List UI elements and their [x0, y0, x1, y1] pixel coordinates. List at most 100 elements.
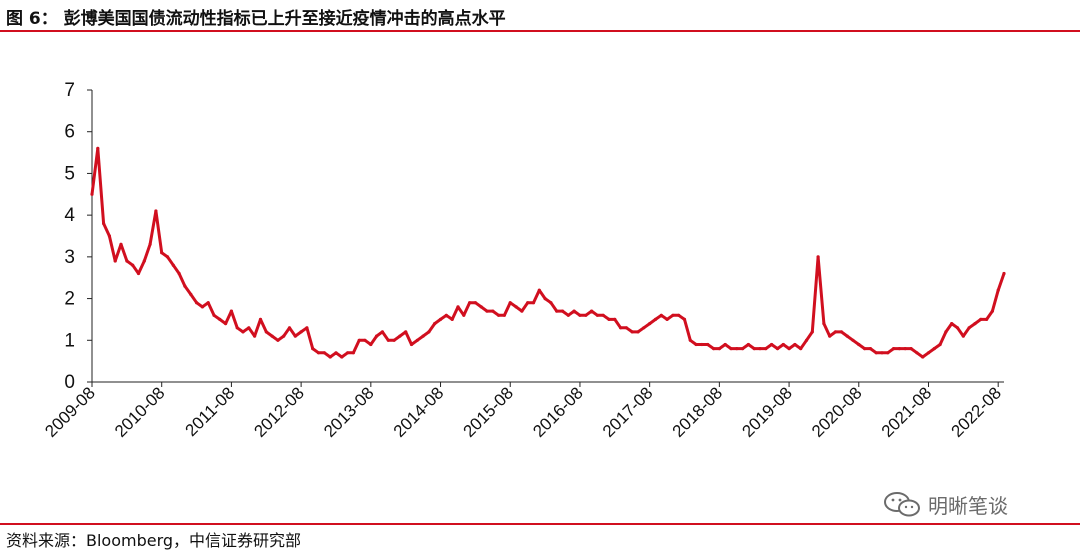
x-tick-label: 2021-08 — [878, 383, 936, 441]
data-point — [287, 326, 292, 330]
data-point — [584, 313, 588, 317]
data-point — [154, 209, 158, 213]
y-tick-label: 7 — [64, 80, 75, 101]
data-point — [171, 263, 175, 267]
data-point — [334, 351, 338, 355]
header-divider — [0, 30, 1080, 32]
data-point — [712, 347, 716, 351]
data-point — [706, 342, 710, 347]
data-point — [729, 347, 733, 351]
data-point — [497, 313, 501, 317]
data-point — [491, 309, 495, 313]
data-point — [369, 342, 373, 347]
data-point — [990, 309, 995, 313]
watermark: 明晰笔谈 — [882, 489, 1008, 519]
data-point — [973, 322, 977, 326]
data-point — [531, 301, 536, 305]
data-point — [131, 263, 135, 267]
data-point — [880, 351, 884, 355]
y-tick-label: 1 — [64, 330, 75, 351]
data-point — [543, 297, 547, 301]
data-point — [781, 342, 785, 347]
data-point — [595, 313, 600, 317]
data-point — [752, 347, 756, 351]
data-point — [119, 242, 123, 246]
data-point — [508, 301, 512, 305]
y-tick-label: 2 — [64, 289, 75, 310]
data-point — [241, 330, 245, 334]
data-point — [897, 347, 902, 351]
data-point — [113, 259, 117, 263]
data-point — [224, 322, 228, 326]
data-point — [322, 351, 326, 355]
data-point — [473, 301, 477, 305]
data-point — [549, 301, 553, 305]
data-point — [839, 330, 844, 334]
data-point — [601, 313, 605, 317]
data-point — [630, 330, 634, 334]
data-point — [555, 309, 559, 313]
data-point — [270, 334, 274, 338]
data-point — [851, 338, 855, 342]
y-tick-label: 6 — [64, 122, 75, 143]
source-note: 资料来源：Bloomberg，中信证券研究部 — [6, 531, 302, 550]
data-point — [136, 271, 141, 276]
data-point — [305, 326, 309, 330]
data-point — [950, 322, 954, 326]
data-point — [688, 338, 692, 342]
data-point — [723, 342, 727, 347]
data-point — [189, 292, 193, 296]
x-tick-label: 2013-08 — [320, 383, 378, 441]
data-point — [926, 351, 931, 355]
y-tick-label: 5 — [64, 163, 75, 184]
data-point — [526, 301, 530, 305]
data-point — [758, 347, 762, 351]
data-point — [444, 313, 448, 317]
y-axis: 0 1 2 3 4 5 6 7 — [64, 80, 93, 393]
y-tick-label: 3 — [64, 247, 75, 268]
data-point — [793, 342, 797, 347]
wechat-icon — [884, 492, 920, 517]
data-point — [520, 309, 524, 313]
data-point — [996, 288, 1000, 292]
x-tick-label: 2020-08 — [808, 383, 866, 441]
x-tick-label: 2019-08 — [738, 383, 796, 441]
data-point — [909, 347, 913, 351]
data-point — [741, 347, 745, 351]
data-point — [206, 301, 210, 305]
data-point — [386, 338, 390, 342]
data-point — [682, 317, 687, 321]
data-point — [892, 347, 896, 351]
data-point — [537, 288, 541, 292]
x-tick-label: 2022-08 — [947, 383, 1005, 441]
data-point — [357, 338, 361, 342]
data-point — [607, 317, 611, 321]
data-point — [874, 351, 878, 355]
data-point — [677, 313, 681, 317]
data-point — [642, 326, 646, 330]
data-point — [433, 322, 437, 326]
data-point — [195, 301, 199, 305]
data-point — [938, 342, 942, 347]
data-point — [833, 330, 838, 334]
data-point — [346, 351, 350, 355]
data-point — [857, 342, 861, 347]
data-point — [456, 305, 460, 309]
data-point — [961, 334, 965, 338]
data-point — [479, 305, 483, 309]
data-point — [775, 347, 780, 351]
data-point — [468, 301, 472, 305]
figure-title: 图 6： 彭博美国国债流动性指标已上升至接近疫情冲击的高点水平 — [6, 9, 506, 29]
data-point — [717, 347, 722, 351]
data-point — [380, 330, 384, 334]
data-point — [276, 338, 280, 342]
data-point — [415, 338, 419, 342]
data-point — [566, 313, 570, 317]
data-point — [735, 347, 739, 351]
data-point — [572, 309, 576, 313]
data-point — [671, 313, 675, 317]
data-point — [979, 317, 983, 321]
data-point — [659, 313, 663, 317]
data-point — [845, 334, 849, 338]
y-tick-label: 4 — [64, 205, 75, 226]
